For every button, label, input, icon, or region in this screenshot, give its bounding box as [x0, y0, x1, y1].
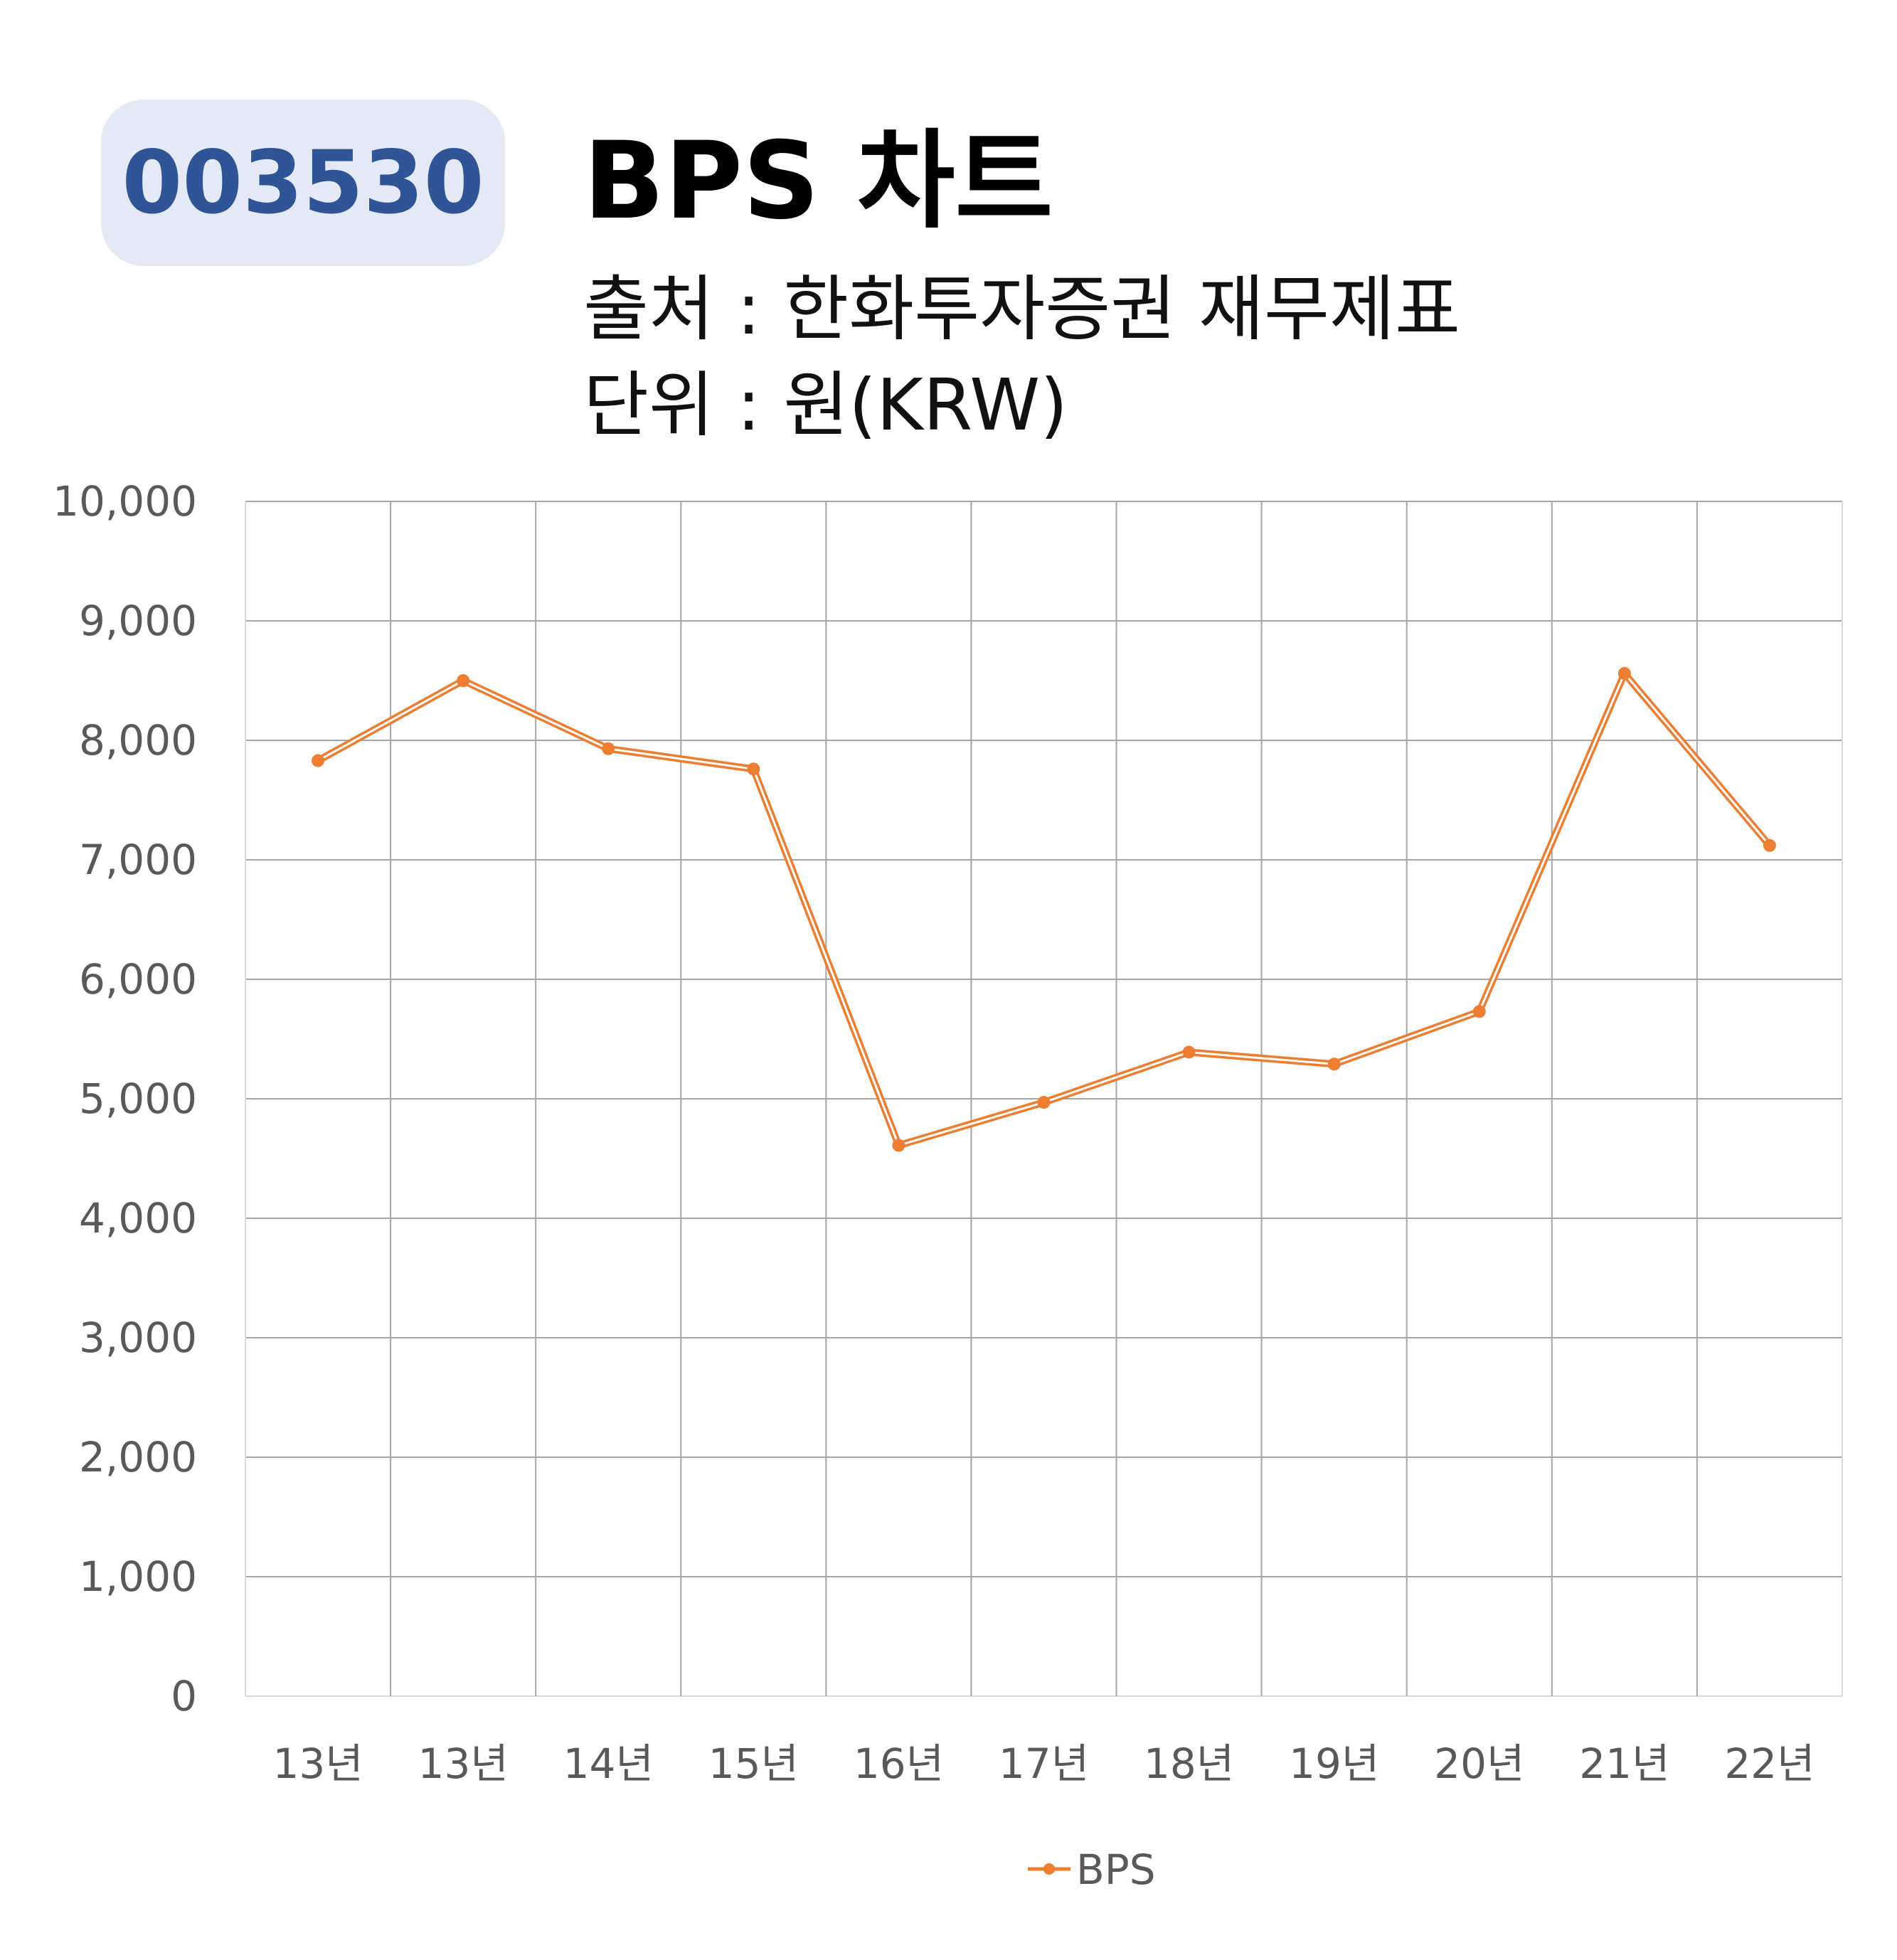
ticker-code: 003530	[122, 132, 484, 233]
data-point	[892, 1139, 905, 1152]
chart-title: BPS 차트	[583, 119, 1053, 243]
data-point	[312, 754, 325, 767]
data-point	[602, 742, 615, 755]
y-tick-label: 2,000	[79, 1433, 197, 1481]
x-tick-label: 14년	[563, 1740, 654, 1788]
y-tick-label: 8,000	[79, 716, 197, 765]
x-tick-label: 17년	[999, 1740, 1089, 1788]
y-tick-label: 4,000	[79, 1194, 197, 1242]
grid-lines	[245, 501, 1843, 1697]
source-note: 출처 : 한화투자증권 재무제표	[583, 267, 1461, 351]
legend: BPS	[1028, 1846, 1156, 1894]
legend-label: BPS	[1076, 1846, 1156, 1894]
x-tick-label: 15년	[708, 1740, 799, 1788]
ticker-badge: 003530	[101, 100, 505, 266]
y-tick-label: 0	[171, 1672, 197, 1720]
y-tick-label: 1,000	[79, 1552, 197, 1601]
series-layer	[312, 666, 1776, 1152]
x-tick-label: 21년	[1579, 1740, 1669, 1788]
y-tick-label: 10,000	[53, 477, 197, 526]
x-tick-label: 16년	[854, 1740, 944, 1788]
legend-point-marker	[1043, 1863, 1055, 1875]
x-tick-label: 13년	[418, 1740, 509, 1788]
data-point	[1037, 1096, 1051, 1109]
x-tick-label: 20년	[1434, 1740, 1524, 1788]
y-tick-label: 3,000	[79, 1314, 197, 1362]
y-tick-label: 5,000	[79, 1075, 197, 1123]
data-point	[457, 674, 470, 687]
x-tick-label: 18년	[1144, 1740, 1234, 1788]
data-point	[747, 762, 760, 776]
data-point	[1327, 1058, 1341, 1071]
x-axis-ticks: 13년 13년 14년 15년 16년 17년 18년 19년 20년 21년 22년	[272, 1740, 1814, 1788]
x-tick-label: 22년	[1724, 1740, 1814, 1788]
x-tick-label: 13년	[272, 1740, 363, 1788]
y-tick-label: 9,000	[79, 597, 197, 645]
data-point	[1617, 666, 1631, 680]
y-tick-label: 6,000	[79, 955, 197, 1003]
y-axis-ticks: 0 1,000 2,000 3,000 4,000 5,000 6,000 7,000 8,00…	[53, 477, 197, 1720]
data-point	[1763, 838, 1776, 852]
unit-note: 단위 : 원(KRW)	[583, 363, 1068, 447]
y-tick-label: 7,000	[79, 836, 197, 884]
x-tick-label: 19년	[1289, 1740, 1379, 1788]
data-point	[1182, 1045, 1196, 1059]
data-point	[1472, 1005, 1486, 1018]
